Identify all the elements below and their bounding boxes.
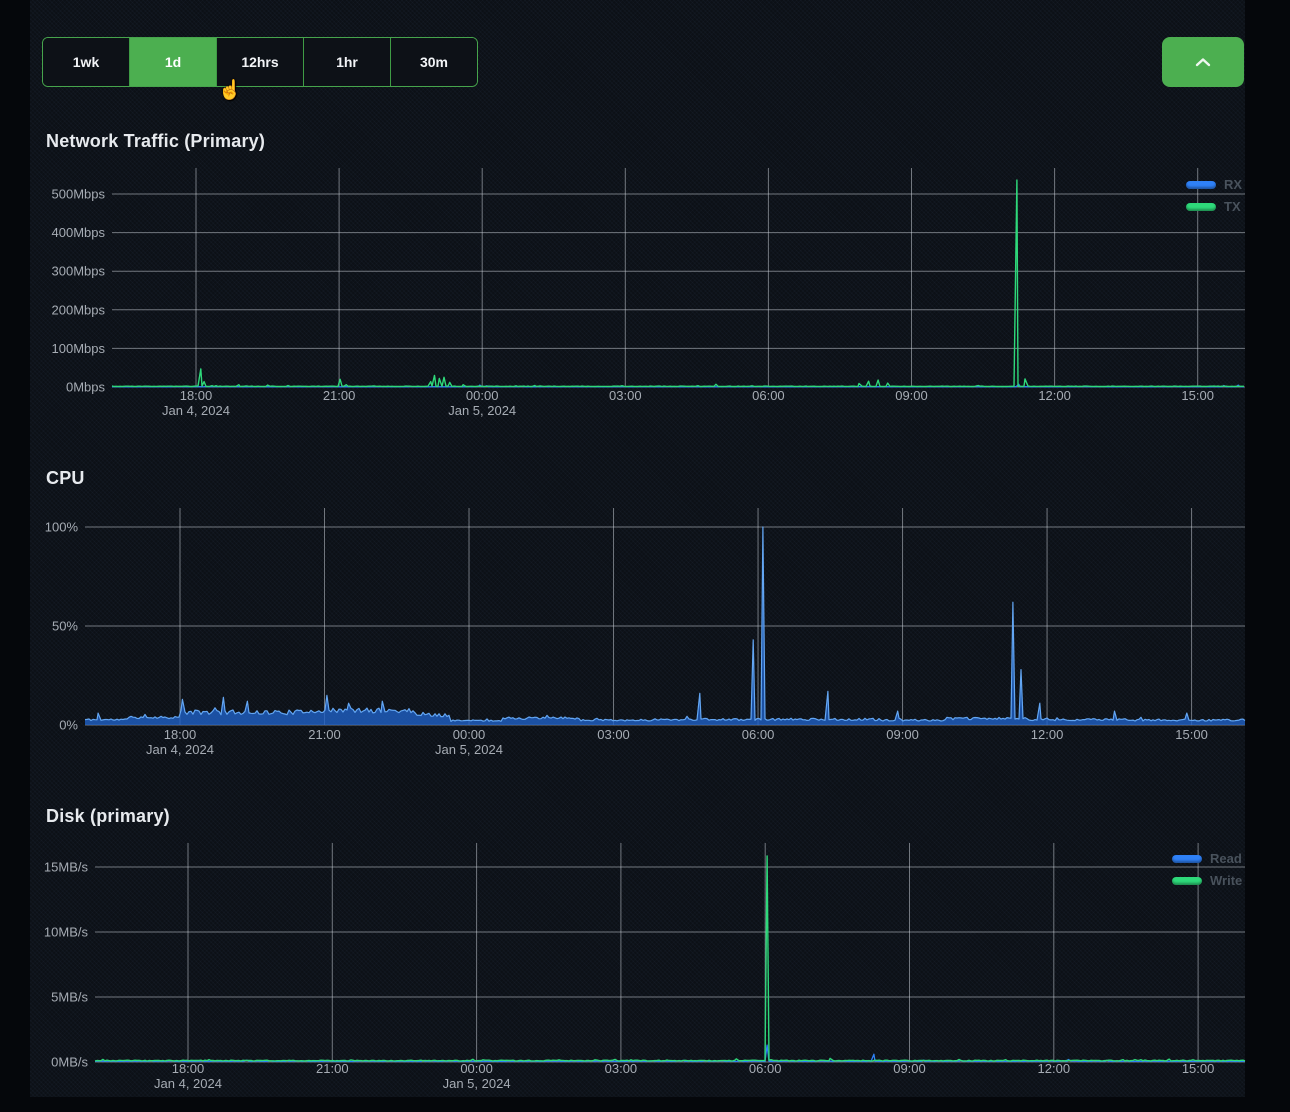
cpu-chart[interactable]: 0% 50% 100% 18:00Jan 4, 2024 21:00 00:00Jan 5…: [0, 500, 1290, 775]
x-axis-label: 12:00: [1031, 727, 1064, 742]
x-axis-label: 00:00: [453, 727, 486, 742]
chart-title-cpu: CPU: [46, 468, 85, 489]
legend-item-rx[interactable]: RX: [1186, 177, 1242, 192]
time-range-selector: 1wk 1d 12hrs 1hr 30m: [42, 37, 478, 87]
x-axis-label: 18:00: [172, 1061, 205, 1076]
time-range-1d[interactable]: 1d: [129, 38, 216, 86]
x-axis-label: 00:00: [460, 1061, 493, 1076]
legend-label-tx: TX: [1224, 199, 1241, 214]
x-axis-date: Jan 4, 2024: [162, 403, 230, 418]
x-axis-label: 00:00: [466, 388, 499, 403]
y-axis-label: 500Mbps: [52, 187, 106, 202]
legend-label-write: Write: [1210, 873, 1242, 888]
y-axis-label: 15MB/s: [44, 860, 89, 875]
x-axis-label: 06:00: [742, 727, 775, 742]
tx-swatch-icon: [1186, 203, 1216, 211]
network-traffic-chart[interactable]: 0Mbps 100Mbps 200Mbps 300Mbps 400Mbps 500Mbps…: [0, 160, 1290, 430]
x-axis-label: 06:00: [752, 388, 785, 403]
y-axis-label: 100%: [45, 520, 79, 535]
legend-item-write[interactable]: Write: [1172, 873, 1242, 888]
y-axis-label: 200Mbps: [52, 302, 106, 317]
legend-label-read: Read: [1210, 851, 1242, 866]
network-legend: RX TX: [1186, 177, 1242, 214]
collapse-button[interactable]: [1162, 37, 1244, 87]
time-range-1hr[interactable]: 1hr: [303, 38, 390, 86]
read-swatch-icon: [1172, 855, 1202, 863]
series-line-read: [95, 1045, 1245, 1061]
x-axis-label: 06:00: [749, 1061, 782, 1076]
x-axis-label: 18:00: [180, 388, 213, 403]
y-axis-label: 0MB/s: [51, 1055, 88, 1070]
x-axis-label: 03:00: [605, 1061, 638, 1076]
disk-chart[interactable]: 0MB/s 5MB/s 10MB/s 15MB/s 18:00Jan 4, 2024 21…: [0, 835, 1290, 1112]
y-axis-label: 0%: [59, 718, 78, 733]
y-axis-label: 400Mbps: [52, 225, 106, 240]
x-axis-date: Jan 5, 2024: [435, 742, 503, 757]
monitoring-dashboard: 1wk 1d 12hrs 1hr 30m ☝ Network Traffic (…: [0, 0, 1290, 1112]
legend-item-tx[interactable]: TX: [1186, 199, 1242, 214]
y-axis-label: 50%: [52, 619, 78, 634]
x-axis-label: 09:00: [895, 388, 928, 403]
legend-item-read[interactable]: Read: [1172, 851, 1242, 866]
series-line-cpu: [85, 527, 1245, 721]
x-axis-label: 15:00: [1175, 727, 1208, 742]
x-axis-label: 21:00: [316, 1061, 349, 1076]
x-axis-label: 12:00: [1038, 1061, 1071, 1076]
x-axis-label: 09:00: [893, 1061, 926, 1076]
x-axis-label: 15:00: [1181, 388, 1214, 403]
write-swatch-icon: [1172, 877, 1202, 885]
time-range-1wk[interactable]: 1wk: [43, 38, 129, 86]
y-axis-label: 100Mbps: [52, 341, 106, 356]
x-axis-label: 21:00: [323, 388, 356, 403]
time-range-12hrs[interactable]: 12hrs: [216, 38, 303, 86]
series-line-write: [95, 856, 1245, 1061]
x-axis-label: 12:00: [1038, 388, 1071, 403]
chart-title-network: Network Traffic (Primary): [46, 131, 265, 152]
x-axis-label: 18:00: [164, 727, 197, 742]
x-axis-label: 21:00: [308, 727, 341, 742]
chevron-up-icon: [1194, 57, 1212, 67]
disk-legend: Read Write: [1172, 851, 1242, 888]
rx-swatch-icon: [1186, 181, 1216, 189]
y-axis-label: 0Mbps: [66, 380, 106, 395]
legend-label-rx: RX: [1224, 177, 1242, 192]
x-axis-label: 09:00: [886, 727, 919, 742]
x-axis-label: 15:00: [1182, 1061, 1215, 1076]
y-axis-label: 5MB/s: [51, 990, 88, 1005]
x-axis-label: 03:00: [609, 388, 642, 403]
time-range-30m[interactable]: 30m: [390, 38, 477, 86]
x-axis-label: 03:00: [597, 727, 630, 742]
x-axis-date: Jan 4, 2024: [154, 1076, 222, 1091]
chart-title-disk: Disk (primary): [46, 806, 170, 827]
y-axis-label: 300Mbps: [52, 264, 106, 279]
x-axis-date: Jan 5, 2024: [448, 403, 516, 418]
x-axis-date: Jan 5, 2024: [443, 1076, 511, 1091]
y-axis-label: 10MB/s: [44, 925, 89, 940]
series-line-tx: [112, 180, 1244, 386]
x-axis-date: Jan 4, 2024: [146, 742, 214, 757]
